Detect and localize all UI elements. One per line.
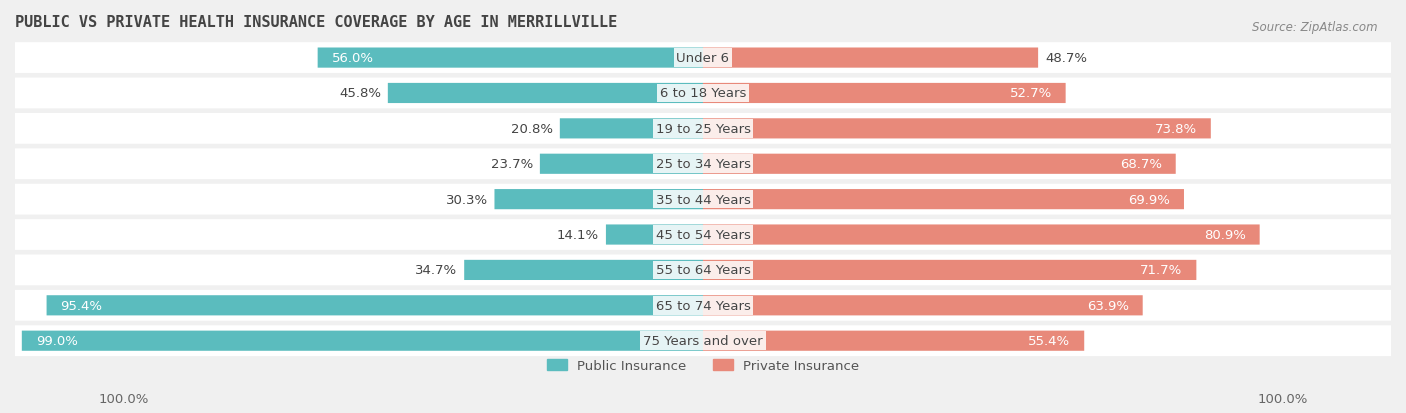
Text: 69.9%: 69.9% xyxy=(1128,193,1170,206)
Text: 45 to 54 Years: 45 to 54 Years xyxy=(655,228,751,242)
FancyBboxPatch shape xyxy=(464,260,703,280)
FancyBboxPatch shape xyxy=(703,190,1184,210)
Text: 25 to 34 Years: 25 to 34 Years xyxy=(655,158,751,171)
Text: 35 to 44 Years: 35 to 44 Years xyxy=(655,193,751,206)
Text: 48.7%: 48.7% xyxy=(1045,52,1087,65)
Text: 25 to 34 Years: 25 to 34 Years xyxy=(655,158,751,171)
Text: PUBLIC VS PRIVATE HEALTH INSURANCE COVERAGE BY AGE IN MERRILLVILLE: PUBLIC VS PRIVATE HEALTH INSURANCE COVER… xyxy=(15,15,617,30)
Text: 6 to 18 Years: 6 to 18 Years xyxy=(659,87,747,100)
FancyBboxPatch shape xyxy=(540,154,703,174)
FancyBboxPatch shape xyxy=(606,225,703,245)
Text: 95.4%: 95.4% xyxy=(60,299,103,312)
Text: 14.1%: 14.1% xyxy=(557,228,599,242)
FancyBboxPatch shape xyxy=(15,78,1391,109)
FancyBboxPatch shape xyxy=(560,119,703,139)
Text: Source: ZipAtlas.com: Source: ZipAtlas.com xyxy=(1253,21,1378,33)
Text: 75 Years and over: 75 Years and over xyxy=(643,335,763,347)
Text: 80.9%: 80.9% xyxy=(1204,228,1246,242)
FancyBboxPatch shape xyxy=(495,190,703,210)
FancyBboxPatch shape xyxy=(15,184,1391,215)
Text: Under 6: Under 6 xyxy=(676,52,730,65)
Text: 73.8%: 73.8% xyxy=(1154,123,1197,135)
Text: 71.7%: 71.7% xyxy=(1140,264,1182,277)
FancyBboxPatch shape xyxy=(703,260,1197,280)
FancyBboxPatch shape xyxy=(388,84,703,104)
Text: 19 to 25 Years: 19 to 25 Years xyxy=(655,123,751,135)
Text: 63.9%: 63.9% xyxy=(1087,299,1129,312)
FancyBboxPatch shape xyxy=(703,84,1066,104)
Text: 75 Years and over: 75 Years and over xyxy=(643,335,763,347)
Text: 65 to 74 Years: 65 to 74 Years xyxy=(655,299,751,312)
FancyBboxPatch shape xyxy=(703,296,1143,316)
Text: 45 to 54 Years: 45 to 54 Years xyxy=(655,228,751,242)
Text: 65 to 74 Years: 65 to 74 Years xyxy=(655,299,751,312)
Text: 56.0%: 56.0% xyxy=(332,52,374,65)
Text: 34.7%: 34.7% xyxy=(415,264,457,277)
Text: 19 to 25 Years: 19 to 25 Years xyxy=(655,123,751,135)
Text: 55.4%: 55.4% xyxy=(1028,335,1070,347)
FancyBboxPatch shape xyxy=(15,114,1391,145)
Text: 23.7%: 23.7% xyxy=(491,158,533,171)
FancyBboxPatch shape xyxy=(318,48,703,69)
Text: 55 to 64 Years: 55 to 64 Years xyxy=(655,264,751,277)
FancyBboxPatch shape xyxy=(46,296,703,316)
Text: 45.8%: 45.8% xyxy=(339,87,381,100)
FancyBboxPatch shape xyxy=(15,325,1391,356)
FancyBboxPatch shape xyxy=(703,331,1084,351)
FancyBboxPatch shape xyxy=(15,149,1391,180)
Text: 55 to 64 Years: 55 to 64 Years xyxy=(655,264,751,277)
Text: 99.0%: 99.0% xyxy=(35,335,77,347)
Text: 35 to 44 Years: 35 to 44 Years xyxy=(655,193,751,206)
FancyBboxPatch shape xyxy=(703,119,1211,139)
FancyBboxPatch shape xyxy=(703,225,1260,245)
FancyBboxPatch shape xyxy=(15,255,1391,286)
Text: 100.0%: 100.0% xyxy=(1257,392,1308,405)
Text: 100.0%: 100.0% xyxy=(98,392,149,405)
Text: 20.8%: 20.8% xyxy=(510,123,553,135)
FancyBboxPatch shape xyxy=(703,48,1038,69)
Text: 30.3%: 30.3% xyxy=(446,193,488,206)
FancyBboxPatch shape xyxy=(703,154,1175,174)
FancyBboxPatch shape xyxy=(15,290,1391,321)
Text: 6 to 18 Years: 6 to 18 Years xyxy=(659,87,747,100)
FancyBboxPatch shape xyxy=(15,43,1391,74)
Text: Under 6: Under 6 xyxy=(676,52,730,65)
Legend: Public Insurance, Private Insurance: Public Insurance, Private Insurance xyxy=(541,354,865,377)
Text: 52.7%: 52.7% xyxy=(1010,87,1052,100)
FancyBboxPatch shape xyxy=(15,220,1391,250)
Text: 68.7%: 68.7% xyxy=(1121,158,1161,171)
FancyBboxPatch shape xyxy=(22,331,703,351)
